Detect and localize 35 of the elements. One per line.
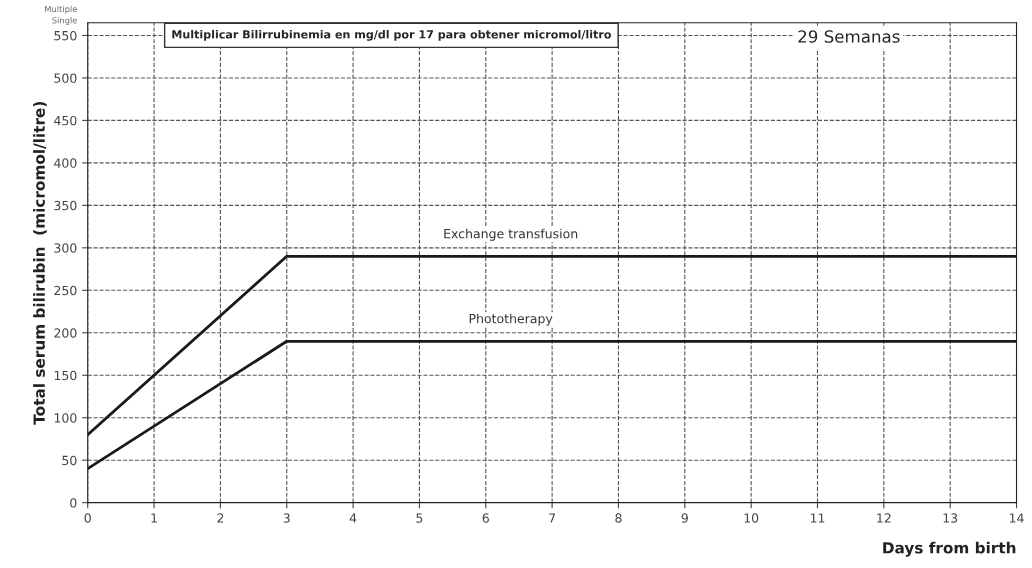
y-tick-label: 150	[54, 370, 77, 381]
y-tick-label: 50	[62, 455, 77, 466]
y-tick-label: 400	[54, 158, 77, 168]
y-tick-label: 300	[54, 243, 77, 253]
text: Multiple	[45, 5, 77, 14]
x-tick-label: 4	[349, 513, 357, 523]
y-tick-label: 200	[54, 328, 77, 338]
x-axis-title: Days from birth	[883, 541, 1016, 557]
x-tick-label: 2	[217, 513, 224, 523]
y-tick-label: 0	[70, 498, 77, 508]
series-label: Phototherapy	[469, 313, 553, 326]
y-tick-label: 350	[54, 200, 77, 211]
x-tick-label: 1	[151, 513, 157, 523]
chart-subtitle: 29 Semanas	[798, 30, 900, 43]
x-tick-label: 13	[943, 513, 958, 523]
series-label: Exchange transfusion	[444, 228, 578, 241]
x-tick-label: 14	[1009, 513, 1024, 523]
x-tick-label: 7	[549, 513, 556, 523]
x-tick-label: 9	[681, 513, 688, 523]
y-tick-label: 500	[54, 73, 77, 83]
y-tick-label: 250	[54, 285, 77, 296]
x-tick-label: 10	[744, 513, 759, 523]
y-tick-label: 100	[54, 413, 77, 423]
x-tick-label: 11	[810, 513, 825, 523]
x-tick-label: 3	[283, 513, 290, 523]
text: Single	[52, 17, 77, 26]
x-tick-label: 5	[416, 513, 423, 523]
y-tick-label: 450	[54, 115, 77, 126]
y-axis-title: Total serum bilirubin (micromol/litre)	[33, 102, 47, 425]
text: Multiplicar Bilirrubinemia en mg/dl por 17 para obtener micromol/litro	[172, 29, 611, 41]
y-tick-label: 550	[54, 30, 77, 41]
x-tick-label: 12	[877, 513, 891, 523]
x-tick-label: 0	[84, 513, 91, 523]
x-tick-label: 8	[615, 513, 622, 523]
x-tick-label: 6	[482, 513, 489, 523]
